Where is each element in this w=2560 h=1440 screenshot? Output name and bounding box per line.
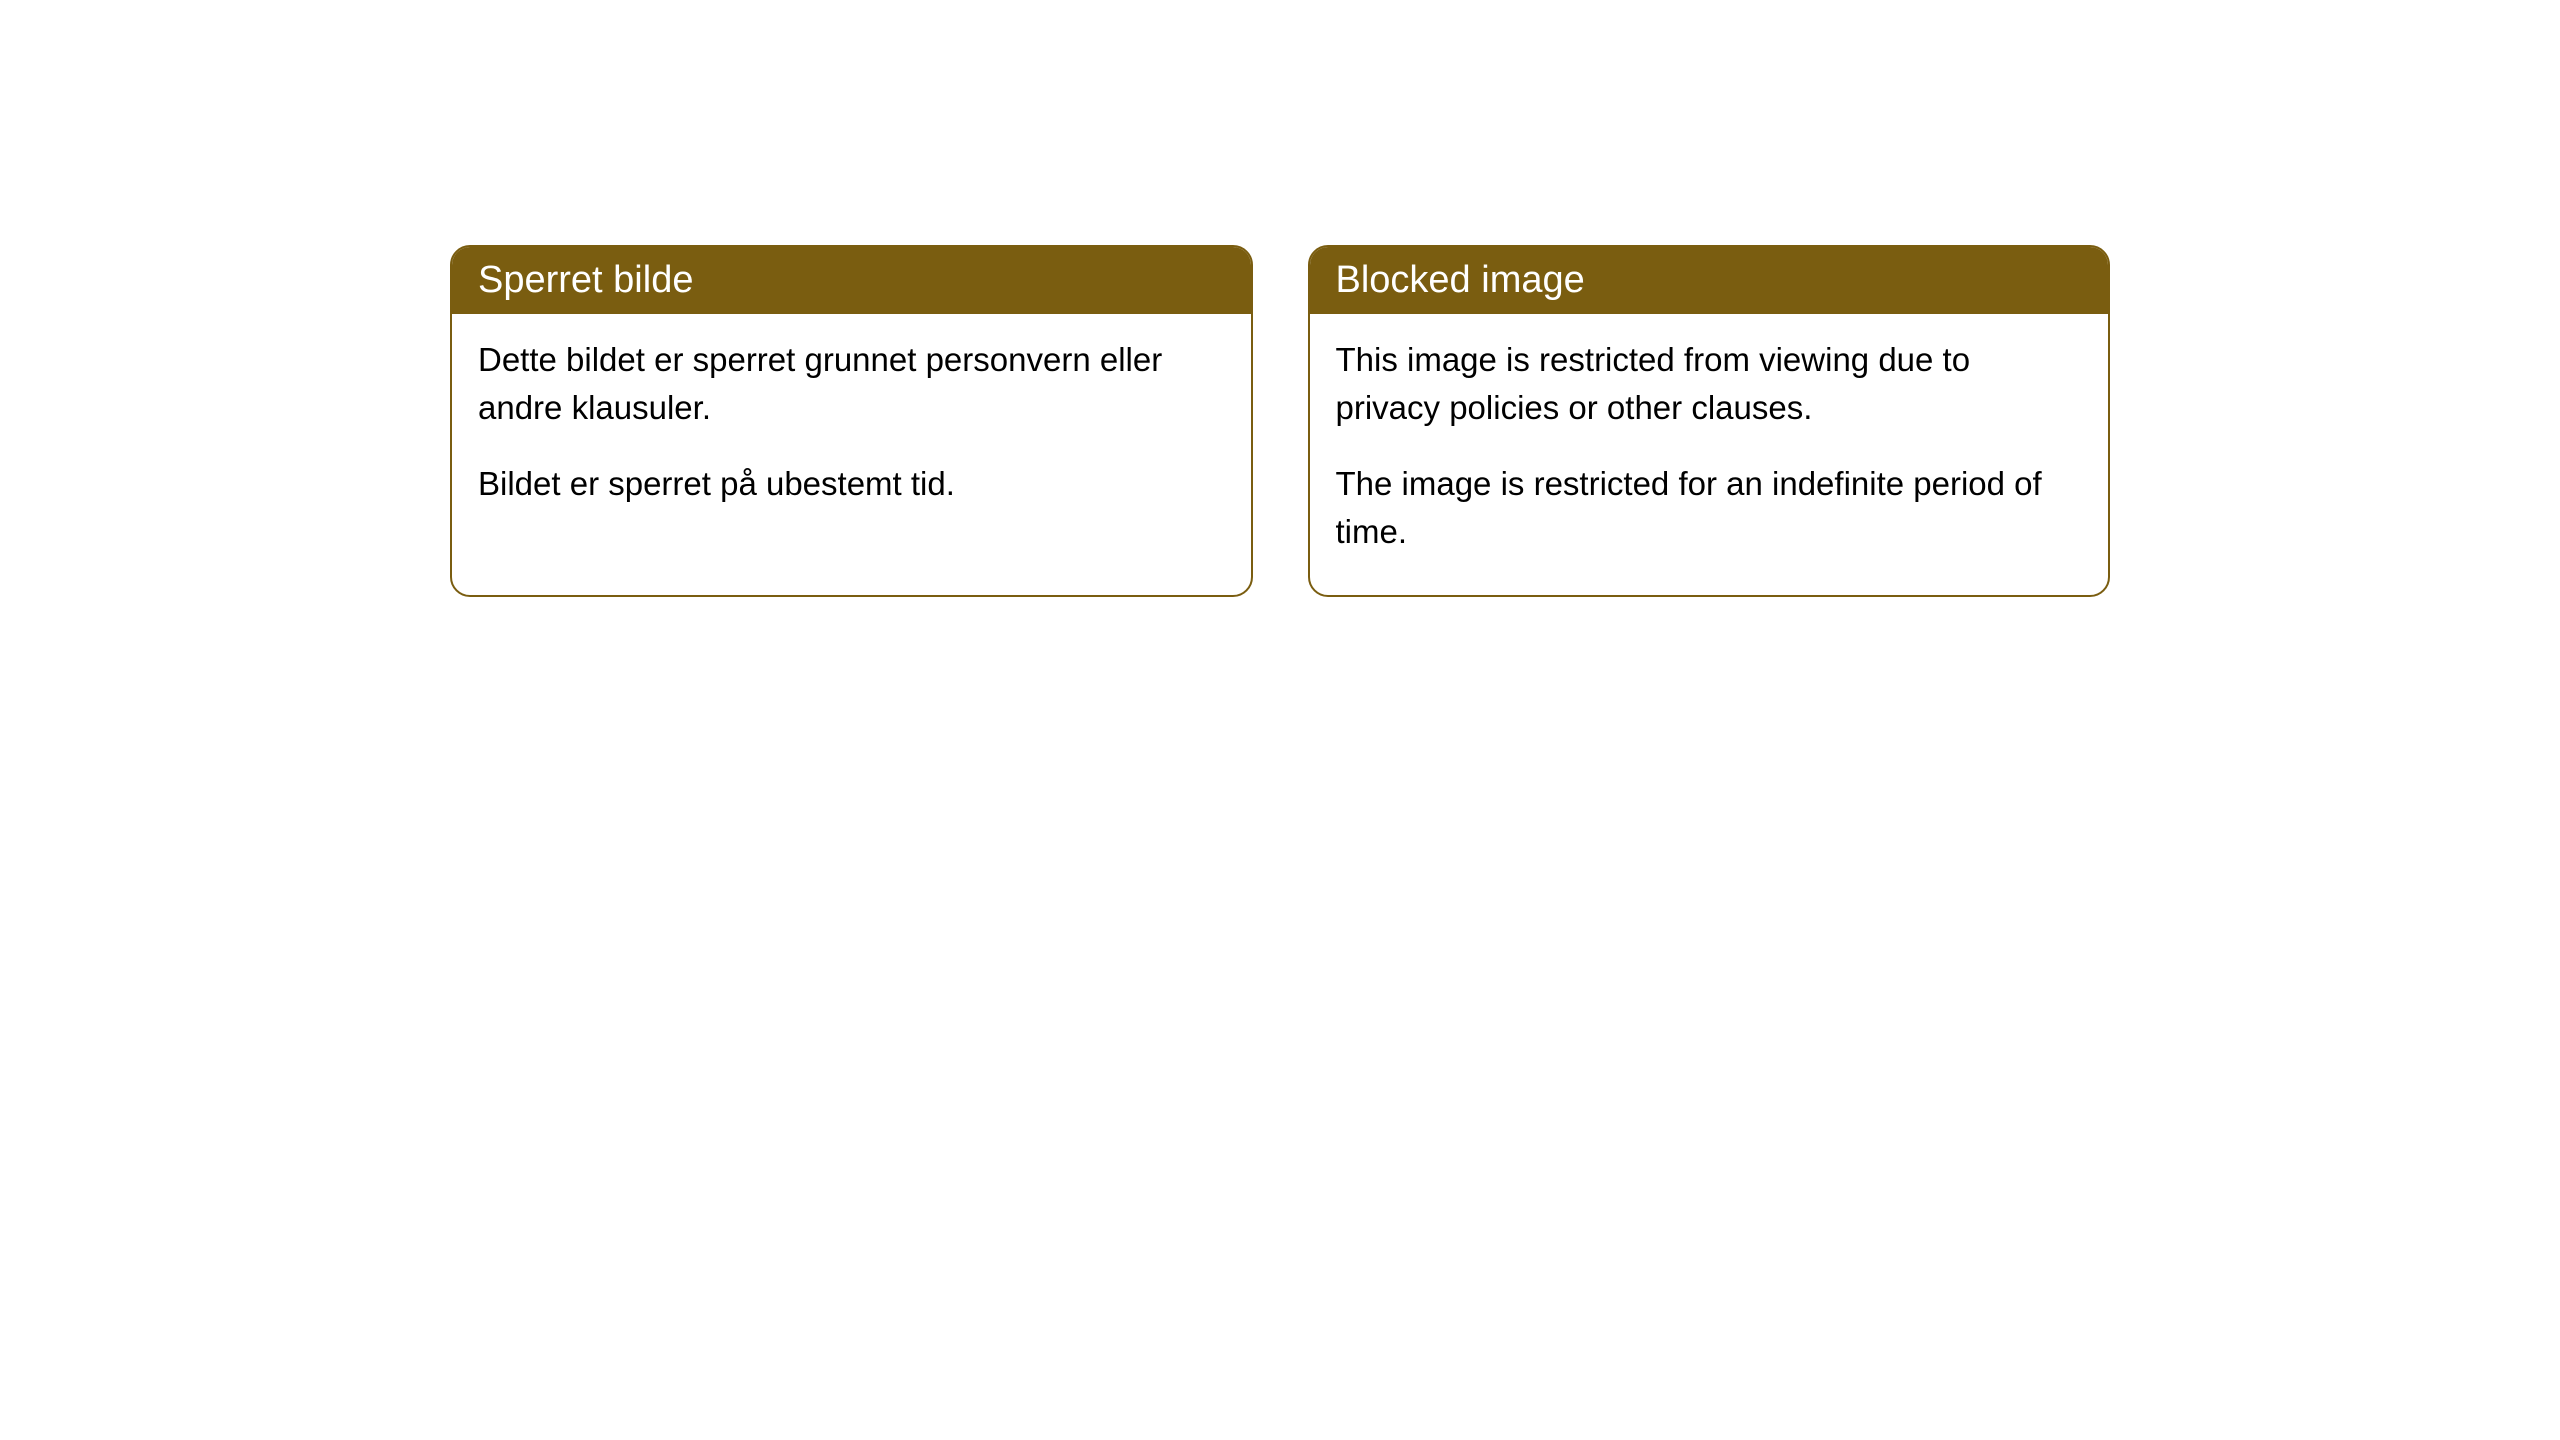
card-body-no: Dette bildet er sperret grunnet personve… bbox=[452, 314, 1251, 548]
card-paragraph-2-en: The image is restricted for an indefinit… bbox=[1336, 460, 2083, 556]
blocked-image-card-no: Sperret bilde Dette bildet er sperret gr… bbox=[450, 245, 1253, 597]
card-paragraph-2-no: Bildet er sperret på ubestemt tid. bbox=[478, 460, 1225, 508]
card-paragraph-1-en: This image is restricted from viewing du… bbox=[1336, 336, 2083, 432]
cards-container: Sperret bilde Dette bildet er sperret gr… bbox=[450, 245, 2110, 597]
card-header-en: Blocked image bbox=[1310, 247, 2109, 314]
card-header-no: Sperret bilde bbox=[452, 247, 1251, 314]
blocked-image-card-en: Blocked image This image is restricted f… bbox=[1308, 245, 2111, 597]
card-body-en: This image is restricted from viewing du… bbox=[1310, 314, 2109, 595]
card-paragraph-1-no: Dette bildet er sperret grunnet personve… bbox=[478, 336, 1225, 432]
